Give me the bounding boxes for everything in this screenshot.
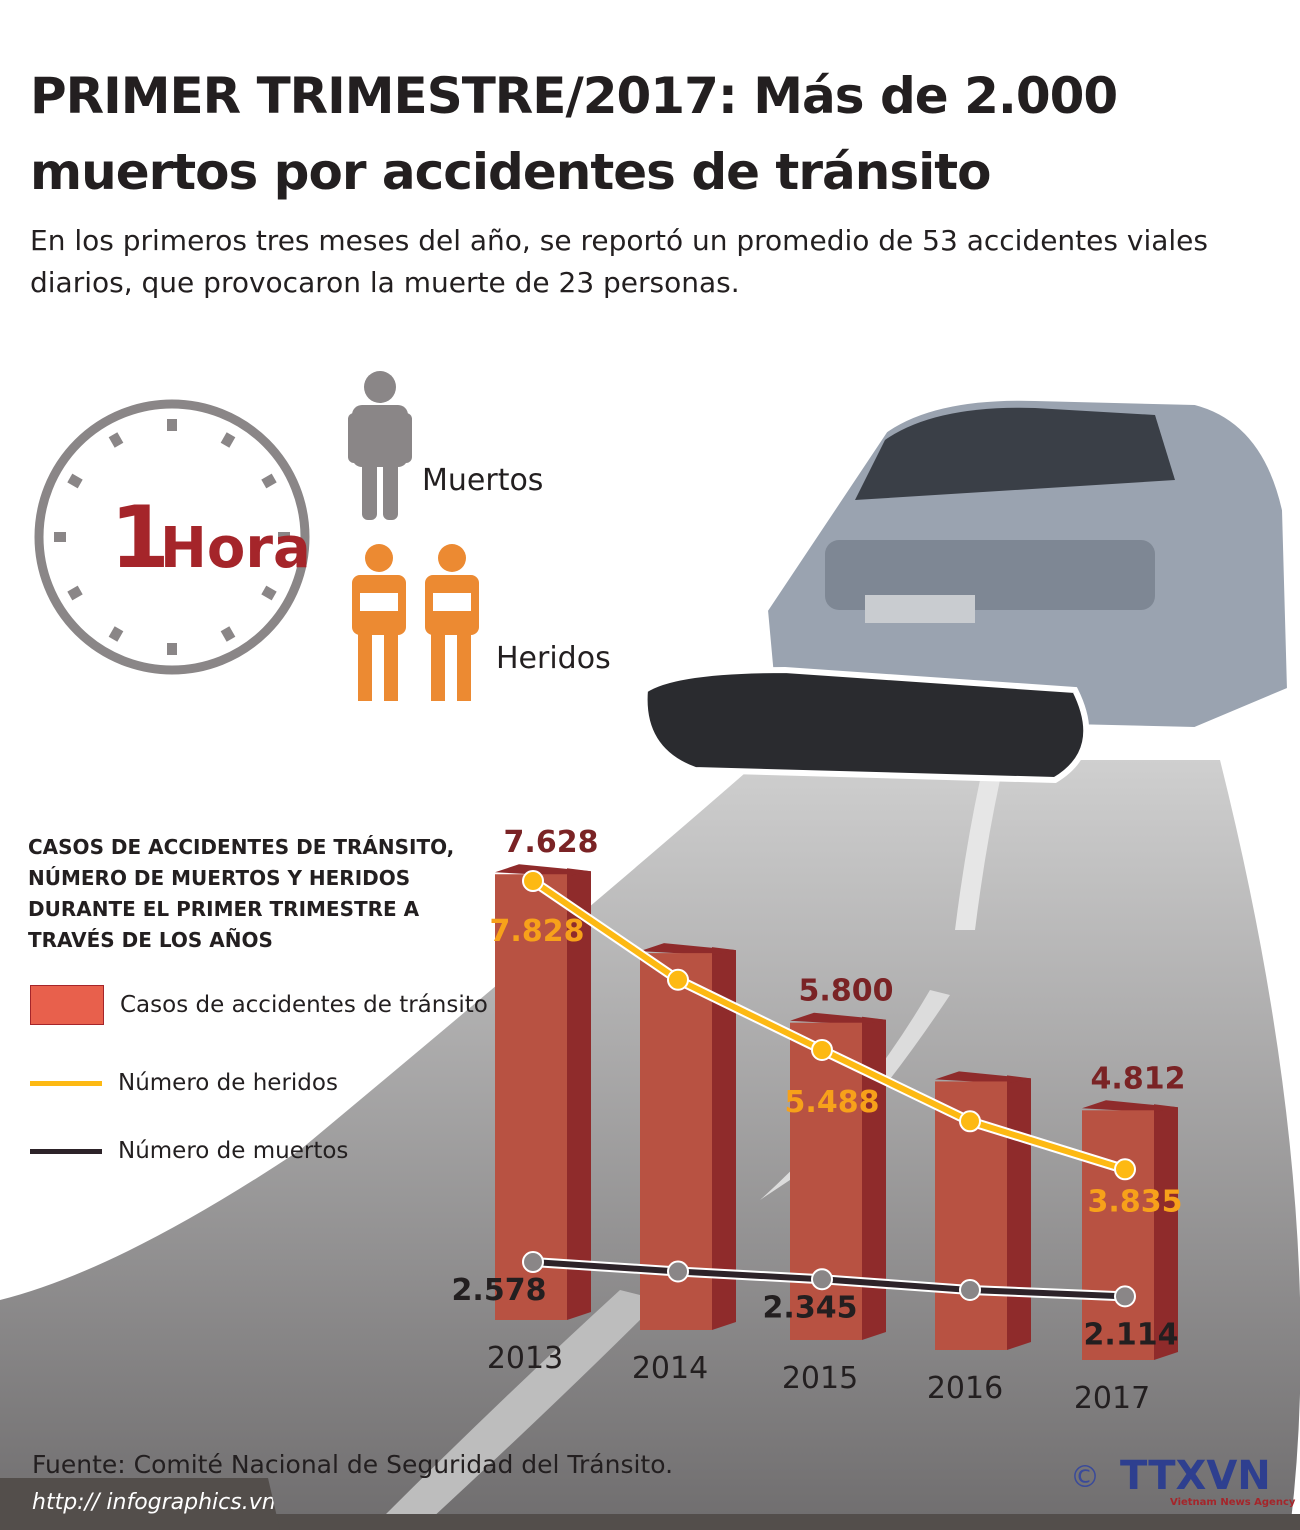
- bar-top: [935, 1071, 1031, 1084]
- bar-value-label: 7.628: [504, 825, 599, 860]
- dead-person-icon: [348, 371, 412, 520]
- data-label: 2.345: [763, 1290, 858, 1325]
- bar-top: [790, 1012, 886, 1025]
- data-point: [667, 968, 689, 991]
- bar: [495, 874, 567, 1320]
- data-point: [522, 1251, 544, 1273]
- ttxvn-logo: © TTXVN Vietnam News Agency: [1070, 1453, 1296, 1508]
- data-point: [811, 1038, 833, 1061]
- website-link[interactable]: http:// infographics.vn: [0, 1478, 280, 1530]
- data-point: [667, 1260, 689, 1283]
- clock-icon: 1 Hora: [34, 399, 311, 675]
- clock-tick: [108, 432, 124, 448]
- clock-tick: [67, 473, 83, 489]
- clock-tick: [261, 585, 277, 601]
- clock-unit: Hora: [160, 516, 311, 581]
- svg-text:©: ©: [1070, 1460, 1100, 1495]
- dead-label: Muertos: [422, 463, 543, 498]
- injured-person-icon: [425, 544, 479, 701]
- clock-tick: [167, 419, 177, 431]
- footer-bar: [0, 1514, 1300, 1530]
- bar-side: [1007, 1075, 1031, 1350]
- clock-tick: [108, 626, 124, 642]
- injured-label: Heridos: [496, 641, 611, 676]
- bar-side: [862, 1016, 886, 1340]
- legend-swatch-bar: [30, 985, 104, 1025]
- x-tick-label: 2013: [487, 1341, 563, 1376]
- clock-tick: [167, 643, 177, 655]
- x-tick-label: 2015: [782, 1361, 858, 1396]
- legend-swatch-injured: [30, 1080, 102, 1086]
- data-label: 3.835: [1088, 1184, 1183, 1219]
- injured-person-icon: [352, 544, 406, 701]
- source-text: Fuente: Comité Nacional de Seguridad del…: [32, 1450, 674, 1479]
- legend-item-cases: Casos de accidentes de tránsito: [30, 985, 488, 1025]
- bar-side: [567, 868, 591, 1320]
- chart-title: CASOS DE ACCIDENTES DE TRÁNSITO, NÚMERO …: [28, 835, 455, 952]
- clock-tick: [278, 532, 290, 542]
- data-point: [522, 870, 544, 892]
- page-title: PRIMER TRIMESTRE/2017: Más de 2.000 muer…: [30, 67, 1118, 201]
- clock-tick: [67, 585, 83, 601]
- legend-item-deaths: Número de muertos: [30, 1138, 348, 1164]
- clock-tick: [261, 473, 277, 489]
- x-tick-label: 2014: [632, 1351, 708, 1386]
- data-label: 5.488: [785, 1085, 880, 1120]
- data-point: [1114, 1158, 1136, 1181]
- legend-swatch-deaths: [30, 1148, 102, 1154]
- bar-value-label: 5.800: [799, 974, 894, 1009]
- svg-text:Vietnam News Agency: Vietnam News Agency: [1170, 1497, 1296, 1508]
- data-point: [811, 1268, 833, 1291]
- bar-top: [640, 943, 736, 956]
- data-label: 2.114: [1084, 1317, 1179, 1352]
- clock-number: 1: [110, 488, 170, 588]
- data-point: [1114, 1285, 1136, 1308]
- data-point: [959, 1110, 981, 1133]
- clock-tick: [54, 532, 66, 542]
- bar-value-label: 4.812: [1091, 1061, 1186, 1096]
- bar: [1082, 1110, 1154, 1360]
- clock-tick: [220, 432, 236, 448]
- legend-item-injured: Número de heridos: [30, 1070, 338, 1096]
- clock-tick: [220, 626, 236, 642]
- bar-side: [1154, 1104, 1178, 1360]
- data-point: [959, 1279, 981, 1301]
- page-subtitle: En los primeros tres meses del año, se r…: [30, 224, 1208, 299]
- bar-top: [495, 864, 591, 877]
- bar-top: [1082, 1100, 1178, 1113]
- data-label: 7.828: [490, 914, 585, 949]
- bar-side: [712, 947, 736, 1330]
- people-icons: Muertos Heridos: [348, 371, 611, 701]
- svg-text:TTXVN: TTXVN: [1120, 1453, 1271, 1499]
- data-label: 2.578: [452, 1273, 547, 1308]
- x-tick-label: 2016: [927, 1371, 1003, 1406]
- crashed-car-image: [641, 394, 1294, 784]
- x-tick-label: 2017: [1074, 1381, 1150, 1416]
